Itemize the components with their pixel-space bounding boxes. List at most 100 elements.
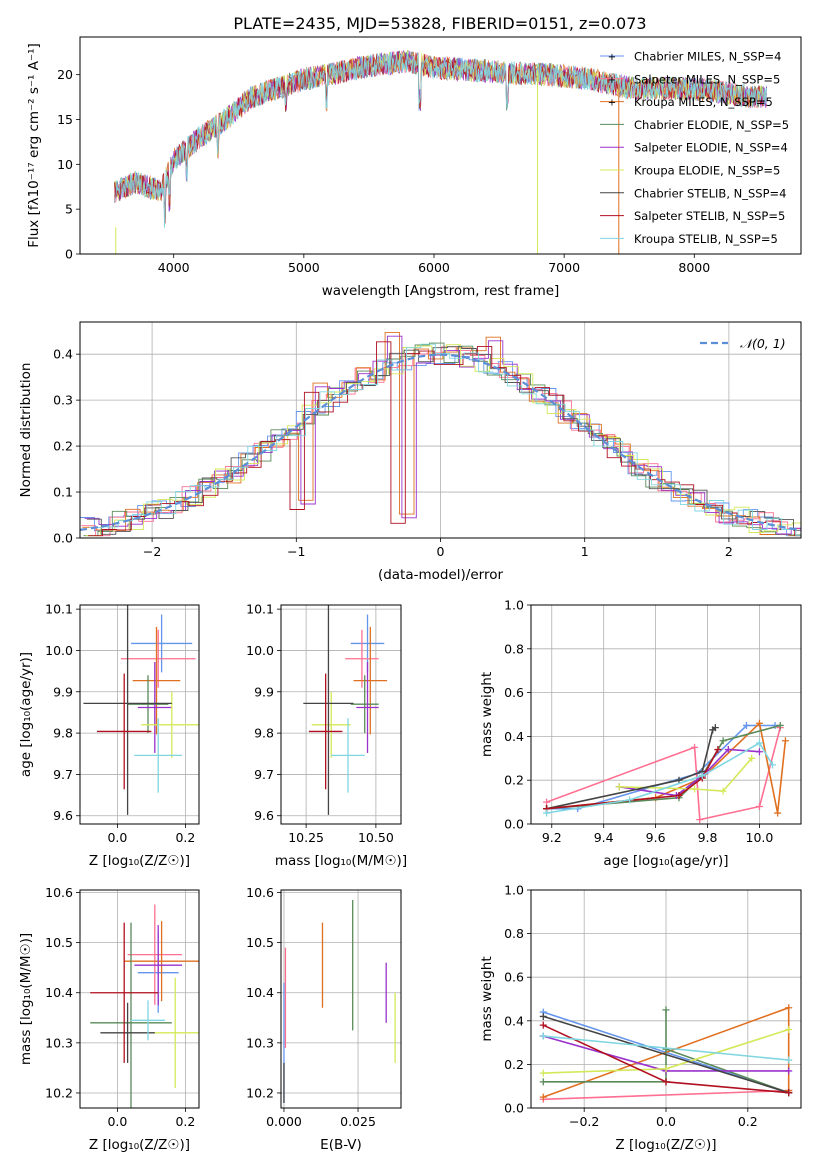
age_vs_Z-xtick-label: 0.2 [175, 830, 195, 845]
massweight_vs_age-marker [675, 776, 683, 784]
age_vs_Z-frame [79, 604, 200, 825]
age_vs_mass-ytick-label: 9.9 [254, 684, 274, 699]
massweight_vs_age-ytick-label: 0.8 [504, 641, 524, 656]
age_vs_mass-ytick-label: 10.0 [246, 643, 274, 658]
massweight_vs_age-marker [724, 746, 732, 754]
massweight_vs_age-ytick-label: 0.6 [504, 685, 524, 700]
spectrum-xtick-label: 8000 [678, 260, 710, 275]
massweight_vs_Z-marker [539, 1032, 547, 1040]
massweight_vs_age-marker [675, 792, 683, 800]
massweight_vs_Z-xtick-label: 0.2 [738, 1114, 758, 1129]
massweight_vs_age-marker [719, 787, 727, 795]
spectrum-xtick-label: 4000 [158, 260, 190, 275]
massweight_vs_Z-series-6 [543, 1015, 789, 1094]
massweight_vs_Z-plot-area [539, 1004, 793, 1103]
spectrum-xlabel: wavelength [Angstrom, rest frame] [322, 283, 560, 299]
legend-label-0: Chabrier MILES, N_SSP=4 [634, 50, 781, 64]
massweight_vs_age-ytick-label: 0.0 [504, 817, 524, 832]
residuals-xtick-label: 1 [581, 544, 589, 559]
massweight_vs_Z-marker [539, 1012, 547, 1020]
massweight_vs_Z-xtick-label: 0.0 [656, 1114, 676, 1129]
legend-label-5: Kroupa ELODIE, N_SSP=5 [634, 164, 780, 178]
residuals-xtick-label: −2 [143, 544, 161, 559]
mass_vs_ebv-xtick-label: 0.000 [266, 1114, 302, 1129]
massweight_vs_Z-marker [539, 1078, 547, 1086]
massweight_vs_Z-ytick-label: 0.0 [504, 1101, 524, 1116]
massweight_vs_age-marker [781, 737, 789, 745]
mass_vs_ebv-ytick-label: 10.4 [246, 985, 274, 1000]
massweight_vs_Z-series-3 [543, 1009, 789, 1094]
massweight_vs_age-frame [530, 604, 802, 825]
massweight_vs_age-marker [755, 719, 763, 727]
massweight_vs_age-ytick-label: 0.4 [504, 729, 524, 744]
mass_vs_Z-ytick-label: 10.4 [45, 985, 73, 1000]
massweight_vs_Z-xlabel: Z [log₁₀(Z/Z☉)] [615, 1137, 716, 1153]
massweight_vs_Z-marker [539, 1069, 547, 1077]
age_vs_mass-ytick-label: 10.1 [246, 602, 274, 617]
legend-label-normal: 𝒩(0, 1) [740, 336, 786, 351]
residuals-ytick-label: 0.0 [53, 531, 73, 546]
spectrum-ytick-label: 10 [57, 157, 73, 172]
age_vs_Z-plot-area [83, 605, 199, 815]
massweight_vs_Z-marker [785, 1067, 793, 1075]
legend-label-8: Kroupa STELIB, N_SSP=5 [634, 232, 778, 246]
mass_vs_ebv-xlabel: E(B-V) [320, 1137, 362, 1153]
spectrum-ytick-label: 20 [57, 67, 73, 82]
massweight_vs_age-ytick-label: 0.2 [504, 773, 524, 788]
age_vs_mass-xtick-label: 10.25 [288, 830, 324, 845]
spectrum-xtick-label: 6000 [418, 260, 450, 275]
age_vs_Z-ylabel: age [log₁₀(age/yr)] [18, 652, 34, 777]
massweight_vs_Z-ytick-label: 0.6 [504, 970, 524, 985]
mass_vs_ebv-xtick-label: 0.025 [340, 1114, 376, 1129]
age_vs_mass-ytick-label: 9.7 [254, 767, 274, 782]
legend-marker: + [608, 98, 616, 109]
age_vs_Z-ytick-label: 10.1 [45, 602, 73, 617]
age_vs_mass-ytick-label: 9.8 [254, 726, 274, 741]
spectrum-xtick-label: 5000 [288, 260, 320, 275]
massweight_vs_Z-series-8 [543, 1035, 789, 1061]
residual-hist-1 [81, 346, 801, 537]
spectrum-frame [79, 36, 802, 255]
residual-hist-6 [86, 346, 801, 535]
massweight_vs_age-xtick-label: 9.6 [646, 830, 666, 845]
massweight_vs_age-marker [768, 761, 776, 769]
age_vs_Z-xlabel: Z [log₁₀(Z/Z☉)] [89, 853, 190, 869]
mass_vs_ebv-plot-area [283, 900, 396, 1103]
age_vs_mass-frame [280, 604, 402, 825]
massweight_vs_age-marker [626, 796, 634, 804]
massweight_vs_age-xtick-label: 9.2 [542, 830, 562, 845]
massweight_vs_Z-xtick-label: −0.2 [569, 1114, 599, 1129]
massweight_vs_age-marker [711, 724, 719, 732]
mass_vs_ebv-ytick-label: 10.6 [246, 885, 274, 900]
legend-label-2: Kroupa MILES, N_SSP=5 [634, 95, 773, 109]
spectrum-ytick-label: 5 [65, 202, 73, 217]
legend-label-1: Salpeter MILES, N_SSP=5 [634, 72, 780, 86]
massweight_vs_Z-marker [785, 1089, 793, 1097]
residuals-ylabel: Normed distribution [18, 363, 34, 498]
massweight_vs_age-marker [719, 737, 727, 745]
mass_vs_ebv-frame [280, 889, 402, 1109]
massweight_vs_Z-marker [662, 1065, 670, 1073]
mass_vs_Z-xtick-label: 0.0 [107, 1114, 127, 1129]
massweight_vs_age-marker [742, 721, 750, 729]
age_vs_Z-ytick-label: 9.8 [53, 726, 73, 741]
age_vs_Z-xtick-label: 0.0 [107, 830, 127, 845]
legend-label-6: Chabrier STELIB, N_SSP=4 [634, 186, 786, 200]
massweight_vs_Z-marker [785, 1056, 793, 1064]
age_vs_Z-ytick-label: 10.0 [45, 643, 73, 658]
massweight_vs_age-xlabel: age [log₁₀(age/yr)] [603, 853, 728, 869]
massweight_vs_age-plot-area [543, 719, 789, 824]
massweight_vs_Z-marker [785, 1026, 793, 1034]
massweight_vs_age-marker [615, 783, 623, 791]
age_vs_mass-panel: 10.25 10.50 9.6 9.7 9.8 9.9 10.0 10.1 mass [log₁… [246, 602, 407, 869]
age_vs_mass-ytick-label: 9.6 [254, 808, 274, 823]
massweight_vs_Z-ytick-label: 1.0 [504, 883, 524, 898]
spectrum-xtick-label: 7000 [548, 260, 580, 275]
legend-label-3: Chabrier ELODIE, N_SSP=5 [634, 118, 789, 132]
legend-label-4: Salpeter ELODIE, N_SSP=4 [634, 141, 788, 155]
age_vs_Z-ytick-label: 9.6 [53, 808, 73, 823]
massweight_vs_Z-marker [662, 1045, 670, 1053]
mass_vs_Z-ylabel: mass [log₁₀(M/M☉)] [18, 933, 34, 1065]
residuals-xtick-label: 2 [725, 544, 733, 559]
